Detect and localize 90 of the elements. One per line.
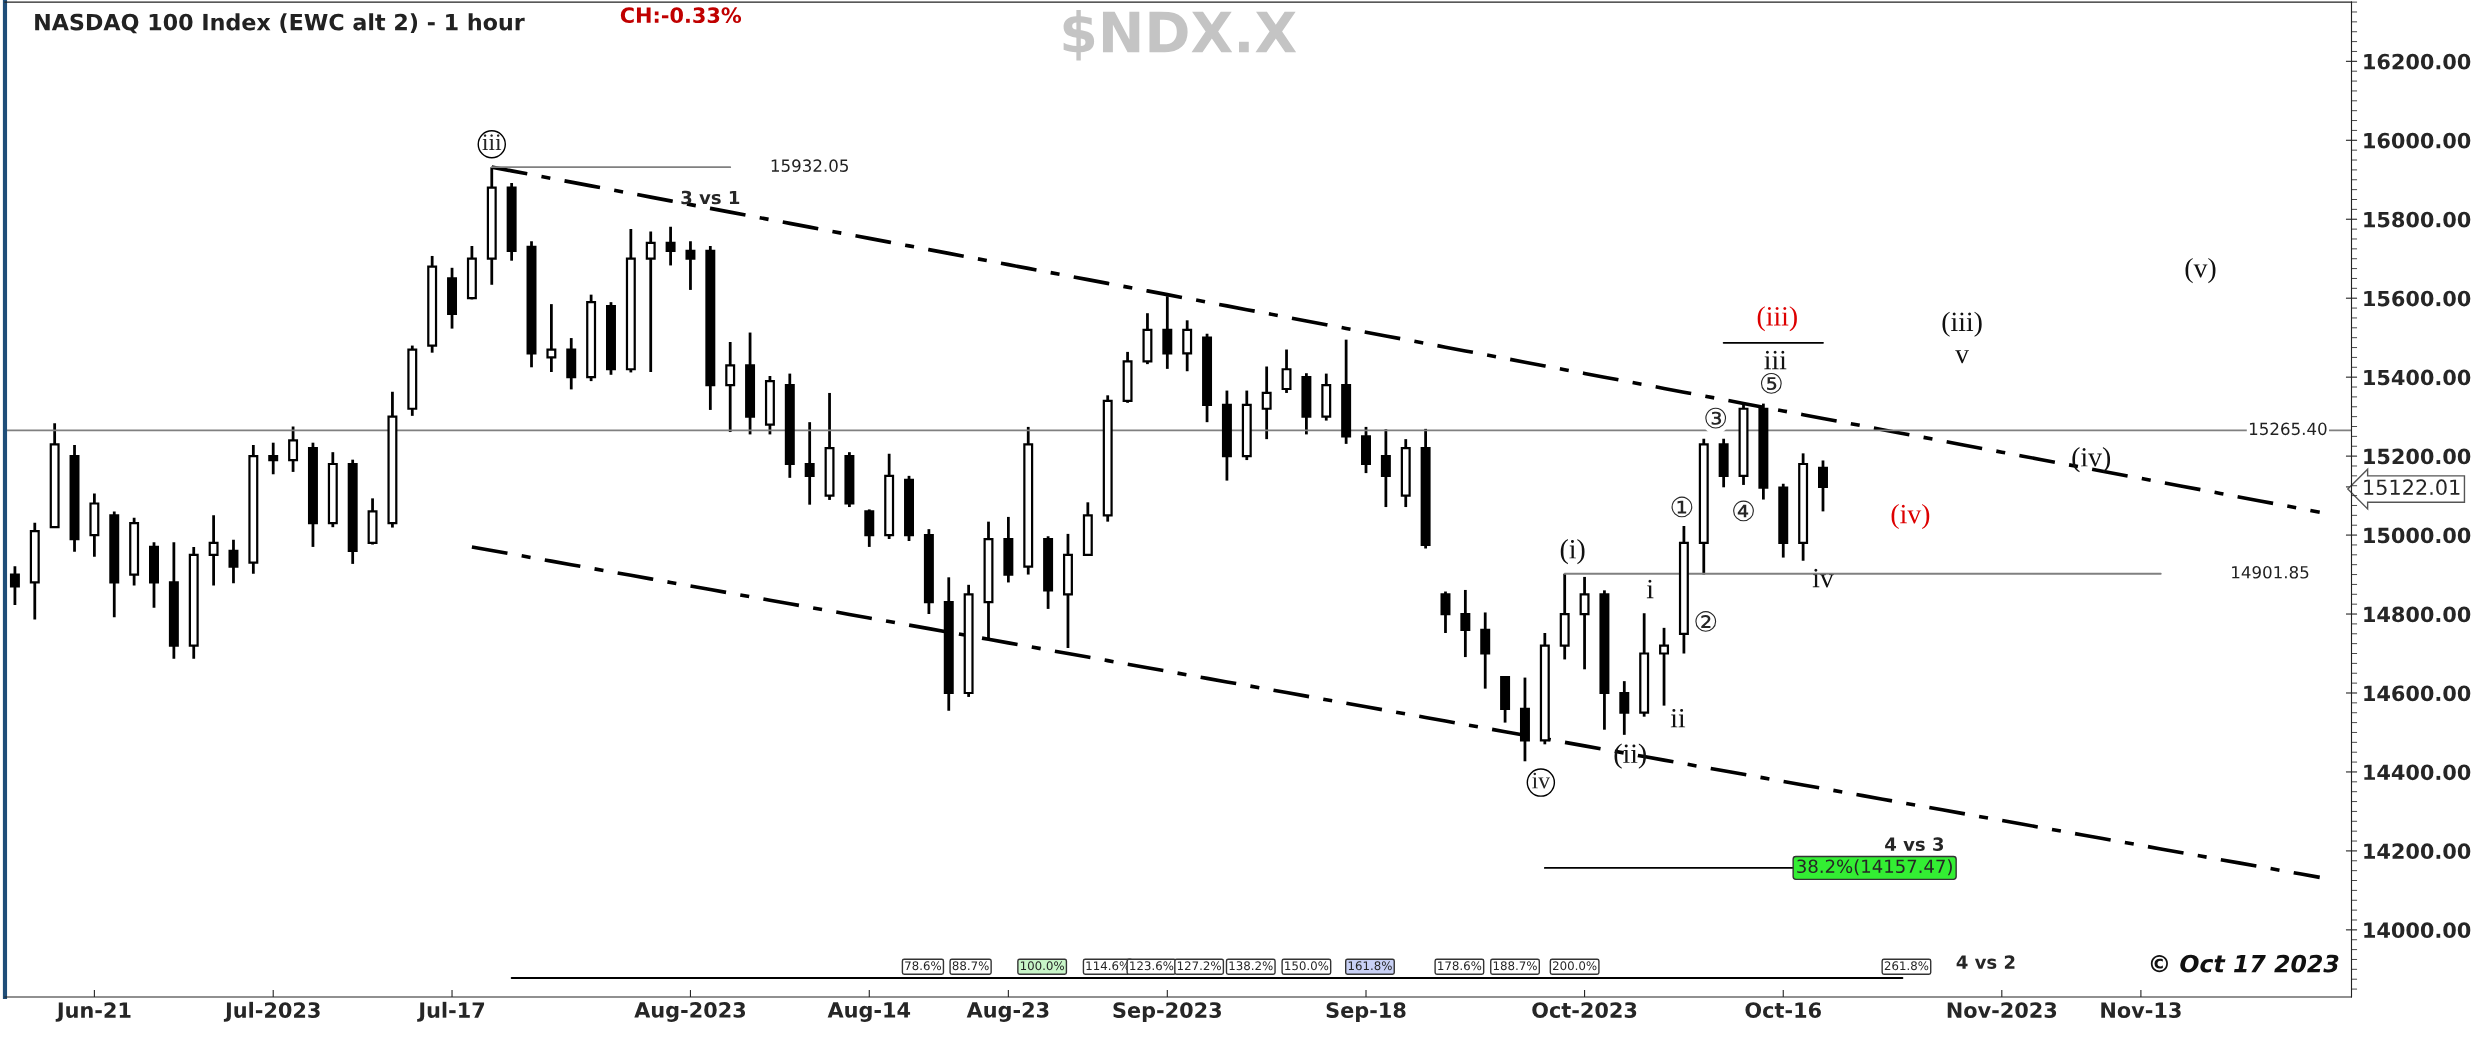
annotation: (iv): [2072, 447, 2111, 473]
y-tick-label: 15800.00: [2364, 211, 2471, 228]
candlestick: [1162, 294, 1173, 371]
x-tick-label: Aug-14: [827, 1002, 911, 1022]
candlestick: [1579, 575, 1590, 671]
annotation: 14901.85: [2232, 565, 2309, 579]
annotation: 3 vs 1: [681, 190, 740, 205]
y-tick-label: 16000.00: [2364, 132, 2471, 149]
candlestick: [1261, 365, 1272, 441]
annotation: 4 vs 3: [1885, 837, 1944, 852]
candlestick: [1281, 348, 1292, 395]
x-tick-label: Sep-18: [1326, 1002, 1406, 1022]
annotation: 261.8%: [1884, 961, 1929, 971]
candlestick: [665, 225, 676, 267]
candlestick: [1440, 590, 1451, 635]
annotation: iv: [1812, 568, 1834, 588]
annotation: (iii): [1757, 306, 1797, 332]
candlestick: [268, 441, 279, 476]
annotation: ②: [1695, 611, 1717, 632]
x-tick-label: Sep-2023: [1113, 1002, 1221, 1022]
candlestick: [645, 230, 656, 374]
candlestick: [804, 420, 815, 507]
annotation: 100.0%: [1020, 961, 1064, 971]
annotation: 123.6%: [1130, 961, 1174, 971]
candlestick: [208, 513, 219, 587]
y-tick-label: 14400.00: [2364, 764, 2471, 781]
annotation: iv: [1532, 772, 1551, 789]
x-tick-label: Oct-2023: [1532, 1002, 1637, 1018]
candlestick: [9, 564, 20, 607]
candlestick: [546, 302, 557, 374]
annotation: ii: [1670, 708, 1686, 728]
annotation: $NDX.X: [1063, 10, 1297, 61]
candlestick: [725, 340, 736, 434]
x-tick-label: Nov-13: [2101, 1002, 2181, 1018]
y-tick-label: 15000.00: [2364, 527, 2471, 544]
candlestick: [685, 239, 696, 292]
annotation: (ii): [1614, 743, 1647, 769]
annotation: 78.6%: [905, 961, 942, 971]
annotation: i: [1646, 579, 1654, 599]
y-tick-label: 14200.00: [2364, 843, 2471, 860]
x-tick-label: Aug-2023: [634, 1002, 746, 1022]
y-tick-label: 14600.00: [2364, 685, 2471, 702]
annotation: © Oct 17 2023: [2150, 954, 2339, 973]
y-tick-label: 14000.00: [2364, 922, 2471, 939]
candlestick: [1480, 611, 1491, 691]
annotation: 188.7%: [1493, 961, 1537, 971]
y-tick-label: 14800.00: [2364, 606, 2471, 623]
annotation: v: [1955, 350, 1970, 364]
candlestick: [1818, 459, 1828, 513]
annotation: 178.6%: [1438, 961, 1482, 971]
annotation: 38.2%(14157.47): [1797, 859, 1952, 876]
annotation: 150.0%: [1285, 961, 1329, 971]
annotation: 4 vs 2: [1956, 955, 2015, 969]
y-tick-label: 15200.00: [2364, 448, 2471, 465]
candlestick: [1182, 318, 1193, 373]
candlestick: [1619, 679, 1630, 737]
annotation: (i): [1560, 539, 1585, 565]
chart-subtitle: CH:-0.33%: [620, 7, 742, 24]
x-tick-label: Nov-2023: [1947, 1002, 2057, 1018]
annotation: (iv): [1891, 503, 1930, 530]
candlestick: [228, 538, 239, 585]
annotation: 15932.05: [771, 159, 848, 172]
annotation: ③: [1705, 407, 1727, 429]
annotation: 161.8%: [1348, 961, 1392, 971]
annotation: 127.2%: [1177, 961, 1221, 971]
annotation: ④: [1733, 500, 1754, 522]
annotation: (iii): [1942, 311, 1982, 337]
x-tick-label: Jun-21: [55, 1002, 131, 1022]
x-tick-label: Aug-23: [966, 1002, 1049, 1022]
candlestick: [1460, 588, 1471, 659]
y-tick-label: 15600.00: [2364, 290, 2471, 307]
candlestick: [864, 508, 875, 549]
x-tick-label: Jul-17: [417, 1001, 485, 1022]
chart-title: NASDAQ 100 Index (EWC alt 2) - 1 hour: [35, 13, 525, 34]
annotation: 138.2%: [1229, 961, 1273, 971]
annotation: (v): [2185, 257, 2216, 284]
annotation: ⑤: [1760, 373, 1782, 394]
x-tick-label: Jul-2023: [223, 1001, 320, 1022]
y-tick-label: 16200.00: [2364, 53, 2471, 70]
annotation: ①: [1671, 496, 1693, 518]
candlestick: [288, 425, 299, 474]
ref-line-label: 15265.40: [2249, 422, 2327, 436]
annotation: 88.7%: [952, 961, 989, 971]
y-tick-label: 15122.01: [2364, 479, 2460, 496]
y-tick-label: 15400.00: [2364, 369, 2471, 386]
annotation: iii: [482, 134, 502, 150]
candlestick: [1659, 626, 1670, 708]
annotation: 200.0%: [1552, 961, 1597, 971]
x-tick-label: Oct-16: [1745, 1002, 1821, 1018]
annotation: iii: [1764, 350, 1787, 370]
